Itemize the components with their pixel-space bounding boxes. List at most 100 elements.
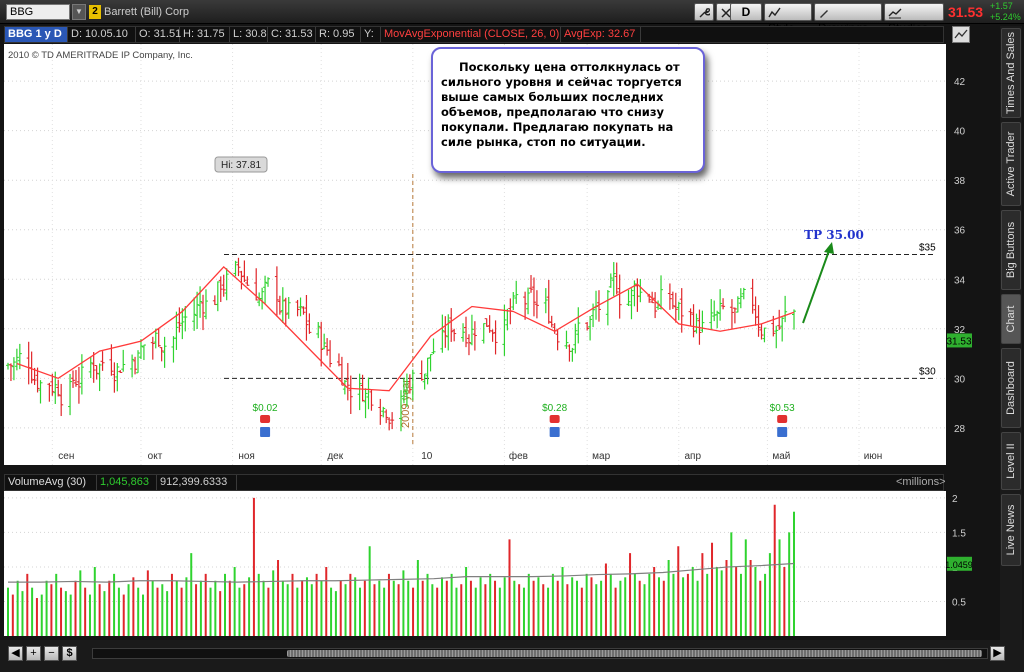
high-label-box — [214, 156, 268, 173]
price-bar — [638, 278, 643, 303]
volume-last-tag: 1.0459 — [945, 560, 972, 570]
price-bar — [345, 362, 350, 401]
price-bar — [266, 277, 271, 287]
price-bar — [617, 274, 622, 319]
price-bar — [543, 288, 548, 314]
volume-last-tag-box — [947, 556, 972, 571]
price-bar — [531, 277, 536, 317]
price-bar — [534, 290, 539, 319]
company-name: Barrett (Bill) Corp — [104, 6, 189, 18]
price-bar — [446, 314, 451, 351]
price-tick-label: 36 — [954, 226, 966, 237]
chart-symbol-label[interactable]: BBG 1 y D — [5, 27, 68, 42]
price-tick-label: 28 — [954, 424, 966, 435]
aggregation-button[interactable]: D — [730, 3, 762, 21]
chart-toolbar: BBG ▼ 2 Barrett (Bill) Corp D Style Draw… — [0, 0, 1024, 35]
price-bar — [50, 373, 55, 396]
price-bar — [440, 314, 445, 353]
price-bar — [136, 350, 141, 374]
drawings-button[interactable]: Drawings — [814, 3, 882, 35]
price-bar — [585, 322, 590, 331]
earnings-icon — [260, 415, 271, 423]
studies-button[interactable]: Studies — [884, 3, 944, 35]
price-bar — [422, 373, 427, 390]
time-tick-label: сен — [58, 451, 74, 462]
style-button[interactable]: Style — [764, 3, 812, 35]
price-axis-area — [946, 44, 972, 465]
price-bar — [100, 351, 105, 371]
tab-active-trader[interactable]: Active Trader — [1001, 122, 1021, 206]
price-bar — [650, 291, 655, 304]
price-bar — [339, 356, 344, 386]
tab-level-ii[interactable]: Level II — [1001, 432, 1021, 490]
price-bar — [481, 323, 486, 344]
time-tick-label: 10 — [421, 451, 433, 462]
price-bar — [91, 352, 96, 383]
auto-scale-button[interactable] — [952, 26, 970, 43]
price-bar — [298, 297, 303, 317]
settings-wrench-button[interactable] — [694, 3, 714, 21]
price-bar — [242, 260, 247, 283]
price-bar — [94, 365, 99, 380]
price-bar — [274, 266, 279, 317]
target-arrow-line — [802, 247, 831, 324]
symbol-dropdown-button[interactable]: ▼ — [72, 4, 86, 20]
price-bar — [138, 339, 143, 360]
price-bar — [192, 297, 197, 331]
price-bar — [295, 299, 300, 317]
bar-high: H: 31.75 — [180, 27, 230, 42]
link-group-badge[interactable]: 2 — [89, 5, 101, 19]
price-bar — [493, 320, 498, 355]
price-bar — [76, 366, 81, 404]
tab-big-buttons[interactable]: Big Buttons — [1001, 210, 1021, 290]
price-bar — [35, 367, 40, 393]
price-bar — [390, 412, 395, 430]
price-bar — [546, 279, 551, 324]
tab-chart[interactable]: Chart — [1001, 294, 1021, 344]
annotation-note[interactable]: Поскольку цена оттолкнулась от сильного … — [431, 47, 705, 173]
study-value: AvgExp: 32.67 — [561, 27, 641, 42]
zoom-out-button[interactable]: − — [44, 646, 59, 661]
price-bar — [461, 323, 466, 342]
price-bar — [443, 316, 448, 348]
price-bar — [73, 370, 78, 387]
tools-icon — [721, 8, 731, 18]
tab-dashboard[interactable]: Dashboard — [1001, 348, 1021, 428]
scrollbar-thumb[interactable] — [287, 650, 982, 657]
volume-study-name[interactable]: VolumeAvg (30) — [5, 475, 97, 490]
volume-chart[interactable]: 0.511.521.0459 — [4, 491, 972, 636]
time-tick-label: дек — [327, 451, 343, 462]
tab-live-news[interactable]: Live News — [1001, 494, 1021, 566]
dividend-label: $0.28 — [542, 403, 567, 414]
price-bar — [118, 370, 123, 373]
price-bar — [180, 308, 185, 340]
scroll-right-button[interactable]: ▶ — [990, 646, 1005, 661]
zoom-in-button[interactable]: + — [26, 646, 41, 661]
price-bar — [387, 417, 392, 431]
price-bar — [319, 321, 324, 367]
copyright-text: 2010 © TD AMERITRADE IP Company, Inc. — [8, 50, 193, 61]
price-bar — [729, 299, 734, 329]
price-bar — [14, 348, 19, 371]
scroll-left-button[interactable]: ◀ — [8, 646, 23, 661]
study-name[interactable]: MovAvgExponential (CLOSE, 26, 0) — [381, 27, 561, 42]
price-bar — [431, 338, 436, 355]
price-bar — [502, 304, 507, 356]
zoom-chart-icon — [954, 29, 968, 39]
time-scrollbar[interactable] — [92, 648, 988, 659]
bar-low: L: 30.8 — [230, 27, 268, 42]
time-tick-label: апр — [684, 451, 701, 462]
price-bar — [360, 374, 365, 402]
price-bar — [236, 257, 241, 277]
price-bar — [777, 309, 782, 330]
price-bar — [700, 310, 705, 333]
volume-average-value: 912,399.6333 — [157, 475, 237, 490]
volume-tick-label: 0.5 — [952, 597, 966, 608]
symbol-input[interactable]: BBG — [6, 4, 70, 20]
price-bar — [688, 308, 693, 326]
year-label: 2009 year — [400, 379, 412, 428]
scale-button[interactable]: $ — [62, 646, 77, 661]
price-bar — [659, 275, 664, 310]
price-bar — [177, 307, 182, 333]
tab-times-and-sales[interactable]: Times And Sales — [1001, 28, 1021, 118]
